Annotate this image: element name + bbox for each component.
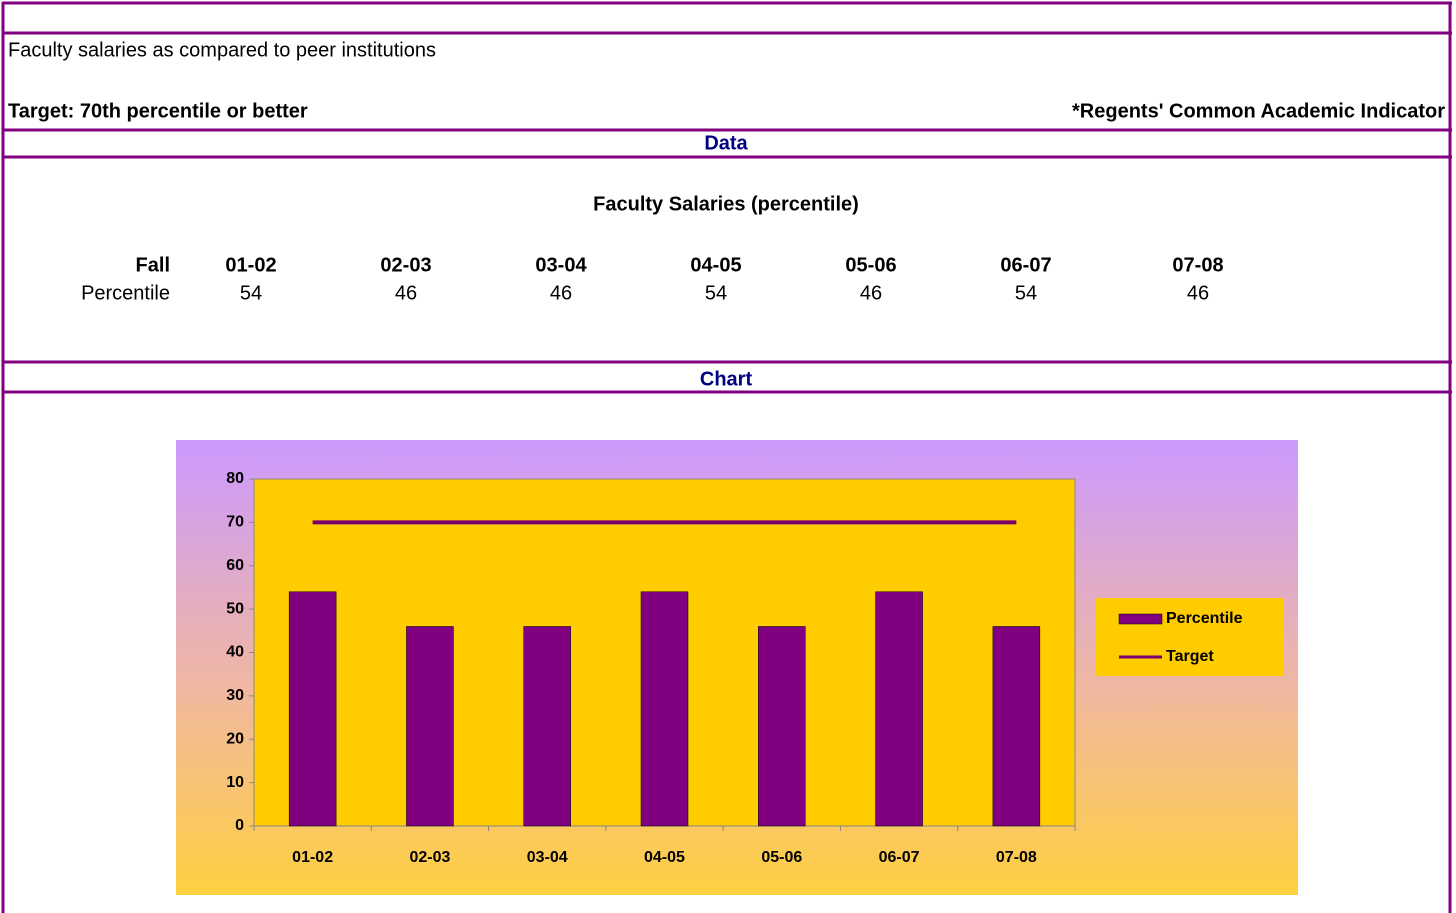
table-cell: 54 bbox=[240, 282, 262, 304]
table-cell: 46 bbox=[1187, 282, 1209, 304]
table-header: 05-06 bbox=[845, 254, 896, 276]
y-tick-label: 70 bbox=[226, 514, 244, 531]
table-header: 03-04 bbox=[535, 254, 587, 276]
bar bbox=[523, 626, 571, 827]
table-header: 07-08 bbox=[1172, 254, 1223, 276]
table-title: Faculty Salaries (percentile) bbox=[593, 193, 859, 215]
bar bbox=[875, 591, 923, 827]
y-tick-label: 10 bbox=[226, 774, 244, 791]
bar bbox=[288, 591, 337, 827]
x-tick-label: 01-02 bbox=[292, 849, 333, 866]
table-cell: 46 bbox=[395, 282, 417, 304]
x-tick-label: 04-05 bbox=[644, 849, 685, 866]
legend-label: Target bbox=[1166, 648, 1214, 665]
legend-symbol bbox=[1118, 613, 1163, 625]
table-cell: Percentile bbox=[81, 282, 170, 304]
x-tick-label: 07-08 bbox=[996, 849, 1037, 866]
table-header: 01-02 bbox=[225, 254, 276, 276]
table-cell: 46 bbox=[550, 282, 572, 304]
table-header: 02-03 bbox=[380, 254, 431, 276]
indicator: *Regents' Common Academic Indicator bbox=[1072, 100, 1445, 122]
table-header: Fall bbox=[136, 254, 170, 276]
target: Target: 70th percentile or better bbox=[8, 100, 308, 122]
y-tick-label: 60 bbox=[226, 557, 244, 574]
description: Faculty salaries as compared to peer ins… bbox=[8, 39, 436, 61]
bar bbox=[992, 626, 1041, 827]
bar bbox=[640, 591, 689, 827]
y-tick-label: 50 bbox=[226, 600, 244, 617]
y-tick-label: 80 bbox=[226, 470, 244, 487]
table-cell: 54 bbox=[705, 282, 727, 304]
x-tick-label: 02-03 bbox=[409, 849, 450, 866]
section-header: Data bbox=[704, 132, 748, 154]
x-tick-label: 06-07 bbox=[879, 849, 920, 866]
x-tick-label: 03-04 bbox=[527, 849, 568, 866]
legend bbox=[1096, 598, 1284, 676]
y-tick-label: 20 bbox=[226, 730, 244, 747]
table-header: 06-07 bbox=[1000, 254, 1051, 276]
x-tick-label: 05-06 bbox=[761, 849, 802, 866]
table-cell: 54 bbox=[1015, 282, 1037, 304]
y-tick-label: 0 bbox=[235, 817, 244, 834]
y-tick-label: 30 bbox=[226, 687, 244, 704]
section-header: Chart bbox=[700, 368, 753, 390]
bar bbox=[406, 626, 454, 827]
y-tick-label: 40 bbox=[226, 644, 244, 661]
table-header: 04-05 bbox=[690, 254, 741, 276]
table-cell: 46 bbox=[860, 282, 882, 304]
bar bbox=[758, 626, 806, 827]
legend-label: Percentile bbox=[1166, 610, 1243, 627]
